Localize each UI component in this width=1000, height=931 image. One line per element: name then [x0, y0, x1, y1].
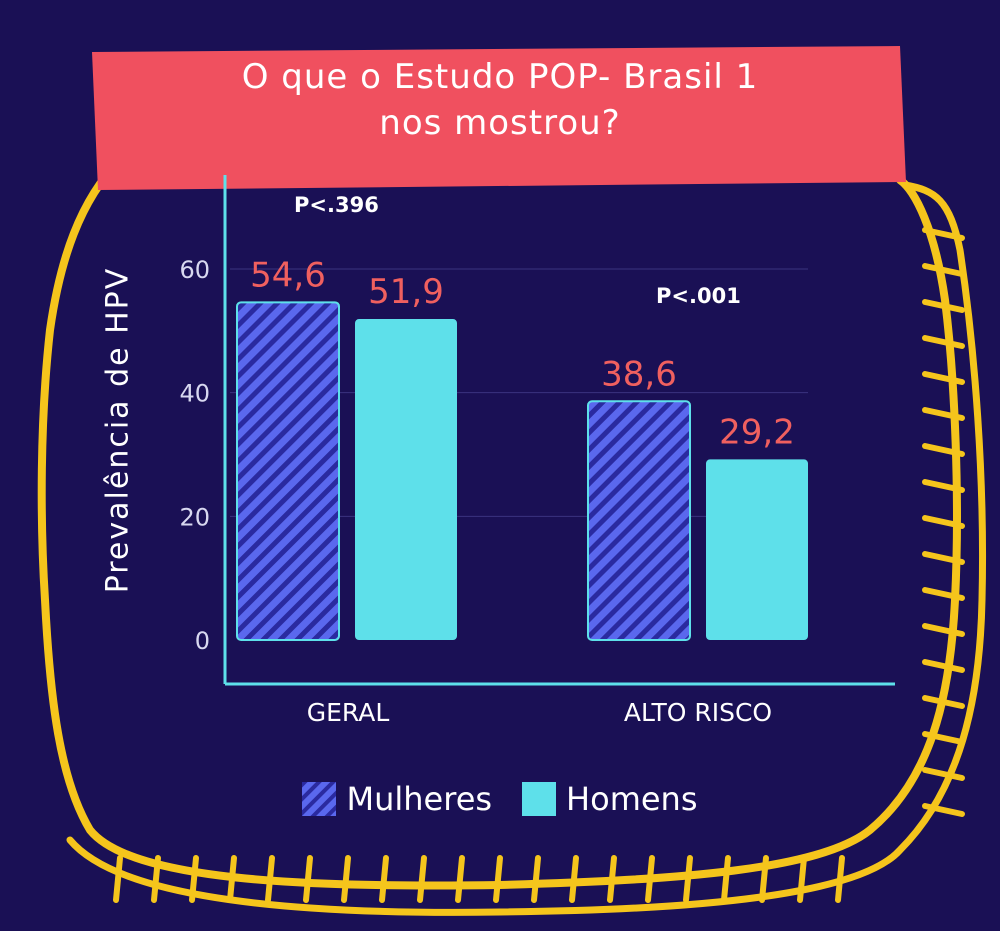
- bar-homens-alto-risco: [706, 459, 808, 640]
- y-tick-label: 40: [179, 380, 210, 408]
- category-label-alto-risco: ALTO RISCO: [623, 698, 773, 727]
- bar-value-label: 29,2: [719, 412, 795, 452]
- frame-rung: [645, 855, 655, 903]
- frame-rung: [922, 623, 965, 637]
- frame-rung: [569, 855, 579, 903]
- frame-rung: [922, 551, 965, 565]
- frame-rung: [922, 515, 965, 529]
- legend-label-homens: Homens: [566, 780, 698, 818]
- frame-rung: [922, 407, 965, 421]
- bar-value-label: 51,9: [368, 272, 444, 312]
- frame-rung: [151, 855, 161, 903]
- frame-rung: [455, 855, 465, 903]
- bar-value-label: 54,6: [250, 255, 326, 295]
- title-banner: [92, 46, 906, 190]
- frame-rung: [922, 731, 965, 745]
- frame-rung: [189, 855, 199, 903]
- frame-rung: [303, 855, 313, 903]
- legend-item-mulheres: Mulheres: [302, 780, 492, 818]
- title-line-2: nos mostrou?: [379, 103, 621, 143]
- legend-swatch-homens: [522, 782, 557, 816]
- frame-rung: [922, 263, 965, 277]
- frame-rung: [265, 855, 275, 903]
- frame-rung: [922, 371, 965, 385]
- title-line-1: O que o Estudo POP- Brasil 1: [241, 57, 759, 97]
- legend: Mulheres Homens: [0, 780, 1000, 818]
- frame-rung: [759, 855, 769, 903]
- frame-rung: [922, 695, 965, 709]
- frame-rung: [417, 855, 427, 903]
- frame-rung: [922, 587, 965, 601]
- frame-rung: [922, 659, 965, 673]
- y-tick-label: 20: [179, 503, 210, 531]
- frame-rung: [341, 855, 351, 903]
- y-tick-label: 0: [195, 627, 210, 655]
- bar-mulheres-geral: [236, 301, 340, 641]
- category-label-geral: GERAL: [306, 698, 390, 727]
- frame-rung: [493, 855, 503, 903]
- page-title: O que o Estudo POP- Brasil 1 nos mostrou…: [100, 54, 900, 146]
- frame-rung: [922, 803, 965, 817]
- frame-rung: [922, 443, 965, 457]
- frame-rung: [922, 335, 965, 349]
- frame-rung: [379, 855, 389, 903]
- p-value-alto-risco: P<.001: [656, 284, 741, 308]
- frame-rung: [113, 855, 123, 903]
- frame-rung: [797, 855, 807, 903]
- frame-rung: [683, 855, 693, 903]
- bar-homens-geral: [355, 319, 457, 640]
- y-axis-label: Prevalência de HPV: [100, 266, 136, 594]
- legend-label-mulheres: Mulheres: [346, 780, 493, 818]
- frame-rung: [607, 855, 617, 903]
- frame-rung: [922, 227, 965, 241]
- legend-swatch-mulheres: [302, 782, 337, 816]
- frame-rung: [531, 855, 541, 903]
- p-value-geral: P<.396: [294, 193, 379, 217]
- frame-rung: [721, 855, 731, 903]
- bar-value-label: 38,6: [601, 354, 677, 394]
- frame-rung: [835, 855, 845, 903]
- frame-rung: [922, 479, 965, 493]
- frame-rung: [922, 767, 965, 781]
- bar-mulheres-alto-risco: [587, 400, 691, 641]
- legend-item-homens: Homens: [522, 780, 698, 818]
- y-tick-label: 60: [179, 256, 210, 284]
- frame-rung: [922, 299, 965, 313]
- frame-rung: [227, 855, 237, 903]
